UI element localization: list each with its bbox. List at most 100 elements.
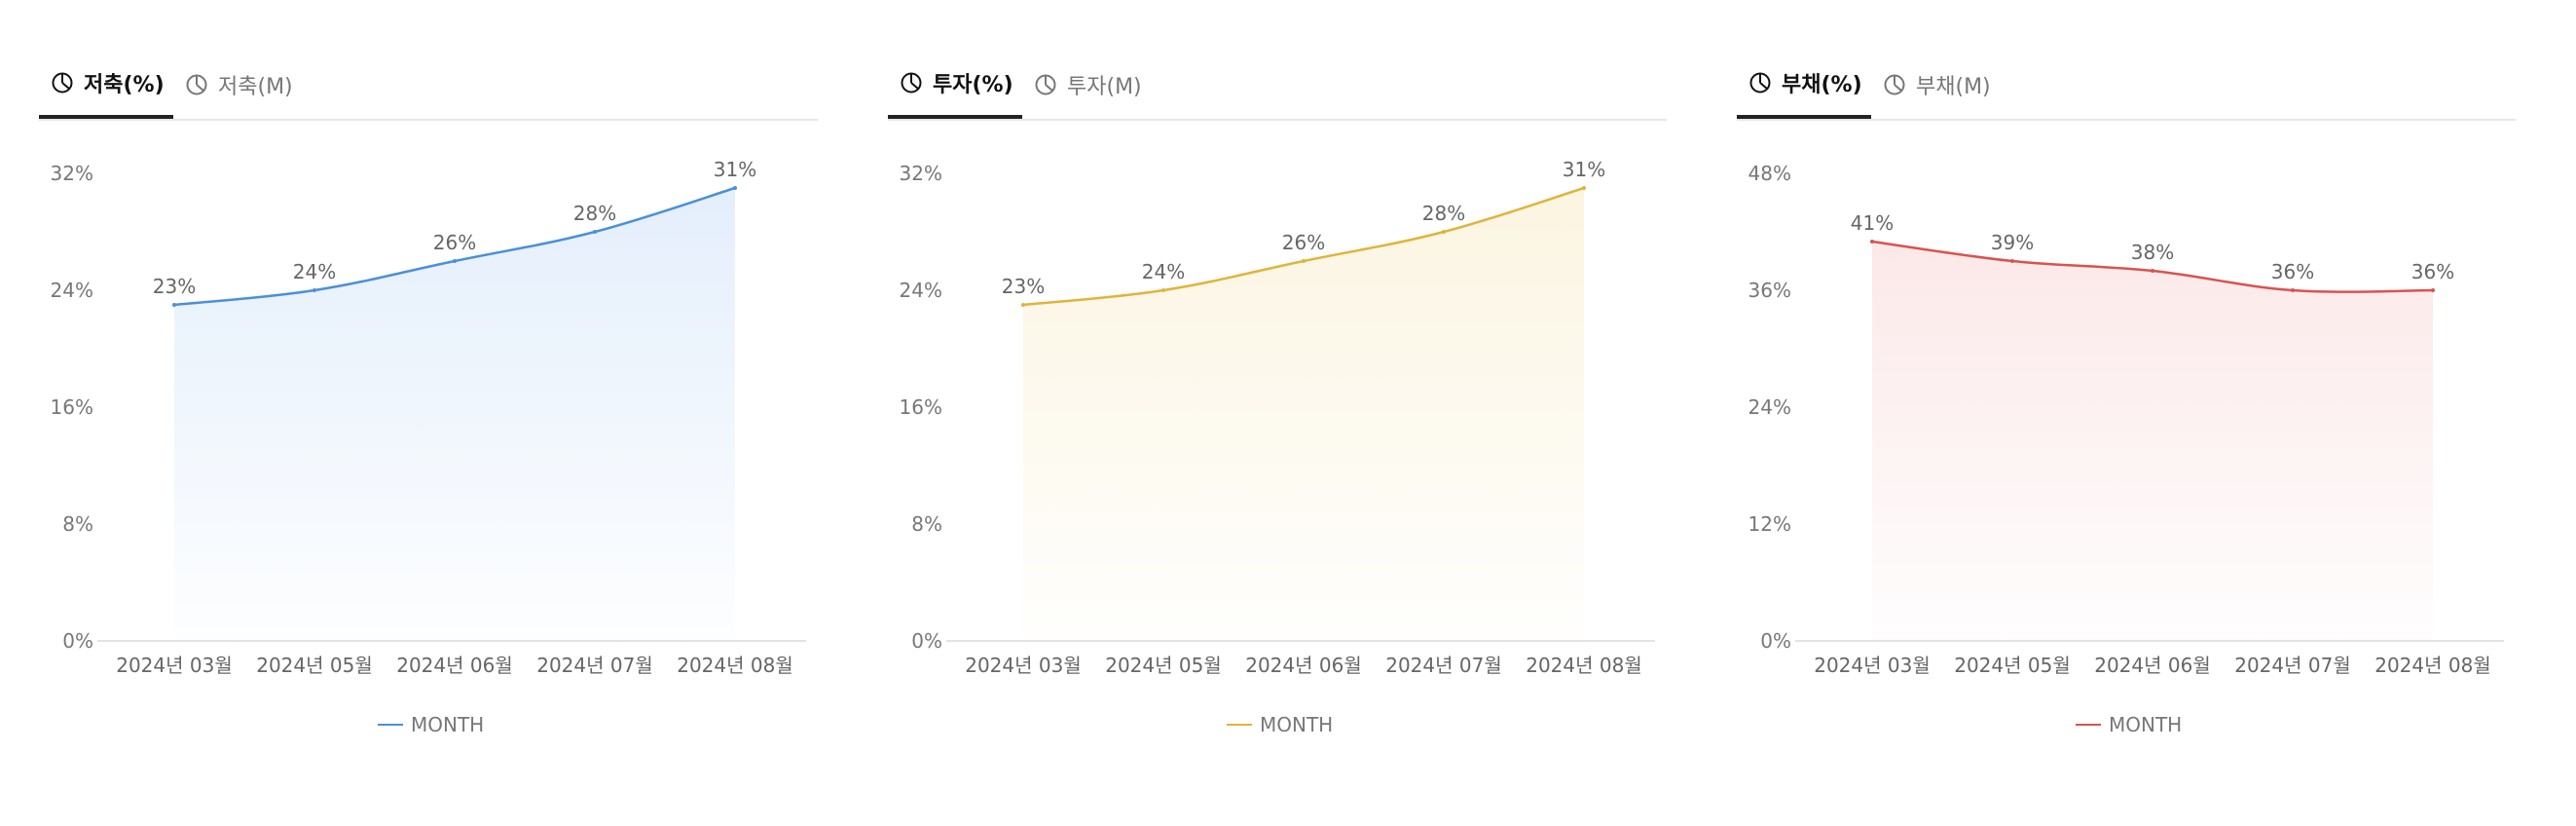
pie-chart-icon: [185, 73, 208, 96]
tab-amount[interactable]: 투자(M): [1022, 51, 1159, 119]
tab-label: 투자(M): [1067, 75, 1142, 99]
tab-label: 부채(M): [1916, 75, 1991, 99]
data-label: 23%: [153, 275, 196, 298]
data-point: [2431, 288, 2435, 292]
x-tick-label: 2024년 05월: [256, 654, 373, 677]
y-tick-label: 0%: [62, 629, 93, 653]
panel-savings: 저축(%) 저축(M) 0% 8% 16% 24% 32% 2024년 03월 2024년 …: [39, 0, 818, 826]
legend-label: MONTH: [1260, 713, 1334, 736]
x-tick-label: 2024년 05월: [1954, 654, 2071, 677]
panel-debt: 부채(%) 부채(M) 0% 12% 24% 36% 48% 2024년 03월 2024년…: [1737, 0, 2516, 826]
data-label: 31%: [1563, 158, 1605, 181]
tab-label: 저축(%): [84, 73, 165, 97]
x-tick-label: 2024년 08월: [1526, 654, 1642, 677]
data-label: 24%: [1142, 260, 1185, 283]
area-chart: 0% 12% 24% 36% 48% 2024년 03월 2024년 05월 2024년 06…: [1748, 162, 2504, 677]
legend-swatch: [378, 724, 403, 726]
tab-amount[interactable]: 저축(M): [173, 51, 310, 119]
chart-legend: MONTH: [1227, 711, 1333, 738]
data-point: [593, 230, 597, 234]
tab-label: 투자(%): [933, 73, 1013, 97]
y-tick-label: 32%: [51, 162, 93, 185]
data-label: 26%: [433, 231, 476, 254]
data-label: 28%: [1422, 202, 1465, 225]
data-point: [172, 303, 176, 307]
data-point: [733, 186, 737, 190]
chart-legend: MONTH: [2076, 711, 2182, 738]
series-area: [174, 188, 735, 641]
series-area: [1872, 242, 2433, 641]
y-tick-label: 24%: [1748, 395, 1791, 419]
y-tick-label: 24%: [900, 279, 942, 302]
x-tick-label: 2024년 08월: [2374, 654, 2491, 677]
legend-swatch: [2076, 724, 2101, 726]
pie-chart-icon: [1883, 73, 1906, 96]
data-label: 24%: [293, 260, 336, 283]
data-point: [2291, 288, 2295, 292]
x-tick-label: 2024년 03월: [116, 654, 233, 677]
data-point: [2010, 259, 2014, 263]
data-label: 41%: [1851, 211, 1894, 235]
panel-tabs: 저축(%) 저축(M): [39, 51, 818, 121]
y-tick-label: 16%: [900, 395, 942, 419]
legend-label: MONTH: [2109, 713, 2183, 736]
y-tick-label: 0%: [911, 629, 942, 653]
pie-chart-icon: [900, 71, 923, 94]
data-label: 26%: [1282, 231, 1325, 254]
panel-tabs: 부채(%) 부채(M): [1737, 51, 2516, 121]
data-point: [2151, 269, 2154, 273]
y-tick-label: 16%: [51, 395, 93, 419]
x-tick-label: 2024년 03월: [1814, 654, 1931, 677]
data-point: [1870, 240, 1874, 244]
pie-chart-icon: [1034, 73, 1057, 96]
x-tick-label: 2024년 08월: [677, 654, 793, 677]
y-tick-label: 8%: [911, 512, 942, 536]
x-tick-label: 2024년 07월: [1385, 654, 1502, 677]
panel-investment: 투자(%) 투자(M) 0% 8% 16% 24% 32% 2024년 03월 2024년 …: [888, 0, 1667, 826]
area-chart: 0% 8% 16% 24% 32% 2024년 03월 2024년 05월 2024년 06월…: [51, 158, 806, 677]
data-point: [1021, 303, 1025, 307]
y-tick-label: 48%: [1748, 162, 1791, 185]
x-tick-label: 2024년 07월: [2234, 654, 2351, 677]
x-tick-label: 2024년 06월: [2094, 654, 2211, 677]
data-label: 31%: [714, 158, 756, 181]
data-point: [313, 288, 316, 292]
y-tick-label: 0%: [1760, 629, 1791, 653]
tab-percent[interactable]: 투자(%): [888, 51, 1022, 119]
data-point: [453, 259, 457, 263]
data-label: 38%: [2131, 241, 2174, 264]
x-tick-label: 2024년 07월: [536, 654, 653, 677]
tab-percent[interactable]: 저축(%): [39, 51, 173, 119]
x-tick-label: 2024년 03월: [965, 654, 1082, 677]
y-tick-label: 36%: [1748, 279, 1791, 302]
data-point: [1582, 186, 1586, 190]
data-label: 36%: [2411, 260, 2454, 283]
data-label: 39%: [1991, 231, 2034, 254]
legend-swatch: [1227, 724, 1252, 726]
y-tick-label: 32%: [900, 162, 942, 185]
tab-percent[interactable]: 부채(%): [1737, 51, 1871, 119]
data-point: [1442, 230, 1446, 234]
y-tick-label: 12%: [1748, 512, 1791, 536]
pie-chart-icon: [51, 71, 74, 94]
tab-label: 저축(M): [218, 75, 293, 99]
x-tick-label: 2024년 05월: [1105, 654, 1222, 677]
x-tick-label: 2024년 06월: [1245, 654, 1362, 677]
chart-legend: MONTH: [378, 711, 484, 738]
x-tick-label: 2024년 06월: [396, 654, 513, 677]
y-tick-label: 8%: [62, 512, 93, 536]
tab-amount[interactable]: 부채(M): [1871, 51, 2007, 119]
y-tick-label: 24%: [51, 279, 93, 302]
panel-tabs: 투자(%) 투자(M): [888, 51, 1667, 121]
area-chart: 0% 8% 16% 24% 32% 2024년 03월 2024년 05월 2024년 06월…: [900, 158, 1655, 677]
tab-label: 부채(%): [1782, 73, 1862, 97]
data-label: 28%: [573, 202, 616, 225]
data-point: [1161, 288, 1165, 292]
data-point: [1302, 259, 1306, 263]
data-label: 36%: [2271, 260, 2314, 283]
series-area: [1023, 188, 1584, 641]
pie-chart-icon: [1748, 71, 1772, 94]
legend-label: MONTH: [411, 713, 485, 736]
data-label: 23%: [1002, 275, 1045, 298]
